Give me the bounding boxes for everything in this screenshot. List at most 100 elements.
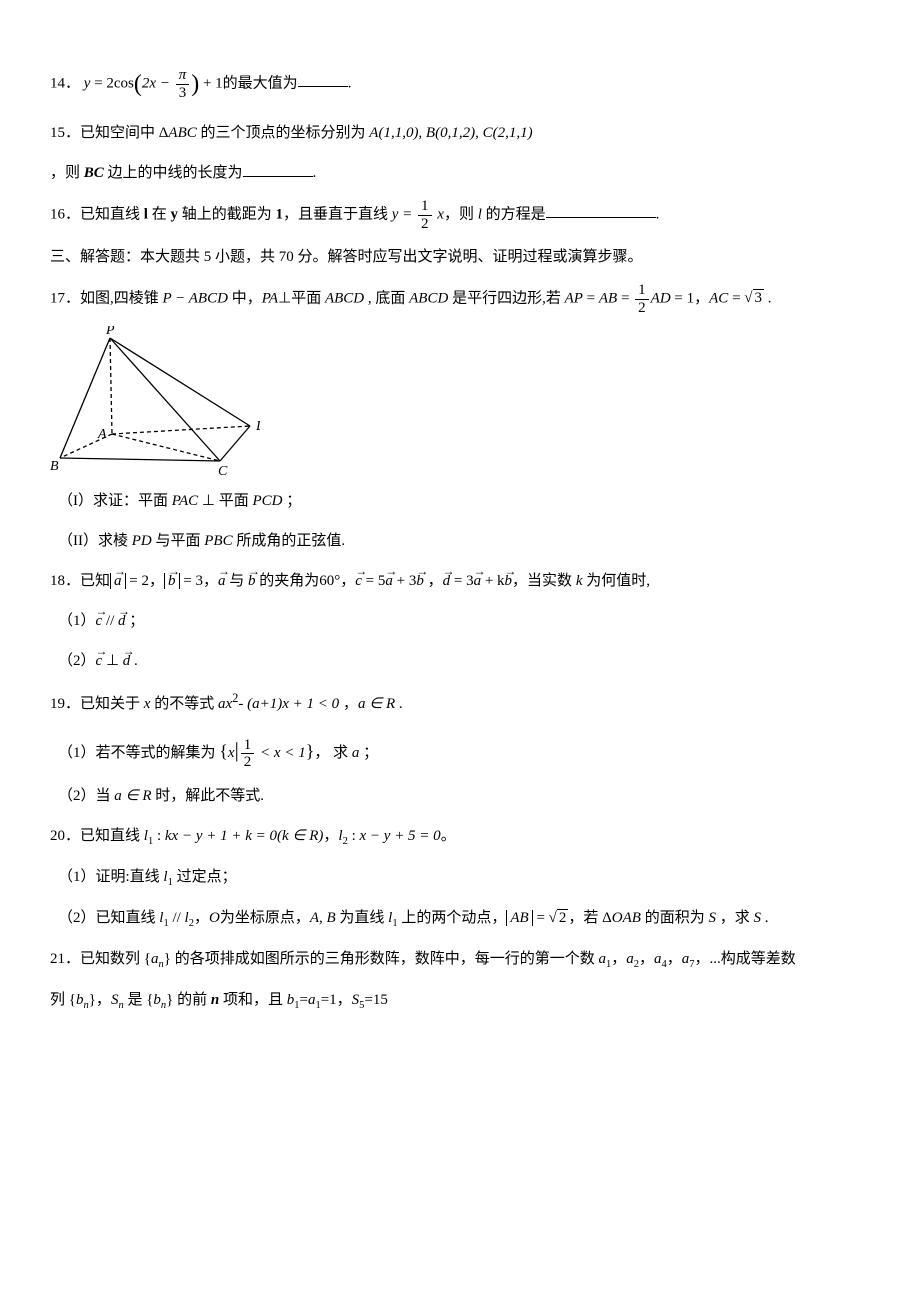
q16-blank [546,202,656,218]
q17-num: 17． [50,290,80,306]
q18-p2l: （2） [58,653,96,669]
q20-p2h: ，求 [716,910,754,926]
q17-t4: , 底面 [364,290,409,306]
q20-p2f: ，若 Δ [568,910,611,926]
q20-num: 20． [50,828,80,844]
q18-da: a [474,566,482,596]
q17-t3: 平面 [291,290,325,306]
question-16: 16．已知直线 l 在 y 轴上的截距为 1，且垂直于直线 y = 12 x，则… [50,198,870,232]
q20-p1e: 过定点； [173,869,237,885]
q18-db: b [505,566,513,596]
q17-p1e: ； [282,493,301,509]
q17-figure: PABCD [50,326,260,476]
q18-c2: ，当实数 [512,573,576,589]
q18-num: 18． [50,573,80,589]
q19-sf: 12 [241,737,255,771]
q14-period: . [348,75,352,91]
q14-frac: π3 [176,67,190,101]
q16-y: y [170,206,178,222]
q20-eqs: = [533,910,549,926]
q16-t3: 轴上的截距为 [178,206,276,222]
q17-eq4: = [728,290,744,306]
q18-d: d [443,566,451,596]
q21-c2: ， [639,951,654,967]
q17-part1: （I）求证：平面 PAC ⊥ 平面 PCD ； [58,486,870,516]
q17-perp: ⊥ [278,290,291,306]
q19-sfn: 1 [241,737,255,755]
q15-t1a: 已知空间中 Δ [80,125,168,141]
q16-t4: ，且垂直于直线 [283,206,392,222]
q17-abcd2: ABCD [409,290,448,306]
q16-t5: ，则 [444,206,478,222]
q14-3: 3 [176,85,190,102]
q19-pa: (a+1) [247,696,282,712]
q17-p2p: （II）求棱 [58,533,132,549]
q20-p1: （1）证明:直线 [58,869,163,885]
question-18: 18．已知a = 2，b = 3，a 与 b 的夹角为60°，c = 5a + … [50,566,870,596]
q21-l2b: ， [96,992,111,1008]
q21-a2: a [626,951,634,967]
q17-p1m: ⊥ 平面 [198,493,252,509]
q21-l2a: 列 [50,992,69,1008]
q18-ca: a [385,566,393,596]
q21-bn2: b [153,992,161,1008]
q20-e1: kx − y + 1 + k = 0 [165,828,277,844]
svg-text:A: A [97,427,107,442]
q17-p2pbc: PBC [204,533,232,549]
question-21: 21．已知数列 {an} 的各项排成如图所示的三角形数阵，数阵中，每一行的第一个… [50,944,870,975]
q20-sqrt: 2 [549,903,569,933]
q14-suffix: + 1 [199,75,222,91]
q20-absABt: AB [510,910,528,926]
q20-part1: （1）证明:直线 l1 过定点； [58,862,870,893]
q19-p2ain: a ∈ R [114,788,151,804]
vbar: | [235,738,239,762]
q17-abcd: ABCD [325,290,364,306]
q17-part2: （II）求棱 PD 与平面 PBC 所成角的正弦值. [58,526,870,556]
q19-ain: a ∈ R [358,696,395,712]
q21-t1: 已知数列 [80,951,144,967]
q21-l2d: 的前 [173,992,211,1008]
q19-part1: （1）若不等式的解集为 {x|12 < x < 1}， 求 a ； [58,729,870,771]
q21-anr: } [164,951,171,967]
q21-bnl: { [69,992,76,1008]
q21-c4: ，...构成等差数 [695,951,796,967]
q19-p1e: ； [359,745,378,761]
q21-c3: ， [667,951,682,967]
question-15-line2: ，则 BC 边上的中线的长度为. [50,158,870,188]
q21-n: n [211,992,219,1008]
q20-e2: x − y + 5 = 0 [360,828,441,844]
q17-pa: PA [262,290,278,306]
q17-per: . [764,290,772,306]
q17-eq1: = [583,290,599,306]
q16-eqp: y = [392,206,416,222]
q18-bv: = 3， [180,573,218,589]
q20-p2par: // [169,910,185,926]
q16-fd: 2 [418,216,432,233]
q18-p1l: （1） [58,613,96,629]
q20-AB: A, B [310,910,336,926]
q20-S2: S [754,910,762,926]
q15-period: . [313,165,317,181]
q17-rad3: 3 [753,289,765,306]
q20-p2c: 为坐标原点， [220,910,310,926]
q15-t2b: 边上的中线的长度为 [104,165,243,181]
q20-p2e: 上的两个动点， [398,910,507,926]
q18-t1: 已知 [80,573,110,589]
q19-c: ， [339,696,358,712]
q15-t2a: ，则 [50,165,84,181]
q15-abc: ABC [168,125,196,141]
q20-cm: ， [323,828,338,844]
q17-ac: AC [709,290,728,306]
q20-per: 。 [441,828,456,844]
q17-p2m: 与平面 [152,533,205,549]
q18-b: b [168,566,176,596]
q20-rad2: 2 [557,909,569,926]
q15-num: 15． [50,125,80,141]
q16-t6: 的方程是 [482,206,546,222]
q14-eq: = 2cos [90,75,133,91]
svg-text:C: C [218,464,228,476]
question-19: 19．已知关于 x 的不等式 ax2- (a+1)x + 1 < 0 ，a ∈ … [50,686,870,719]
q19-p1a: （1）若不等式的解集为 [58,745,219,761]
q20-kr: (k ∈ R) [277,828,323,844]
q16-fn: 1 [418,198,432,216]
